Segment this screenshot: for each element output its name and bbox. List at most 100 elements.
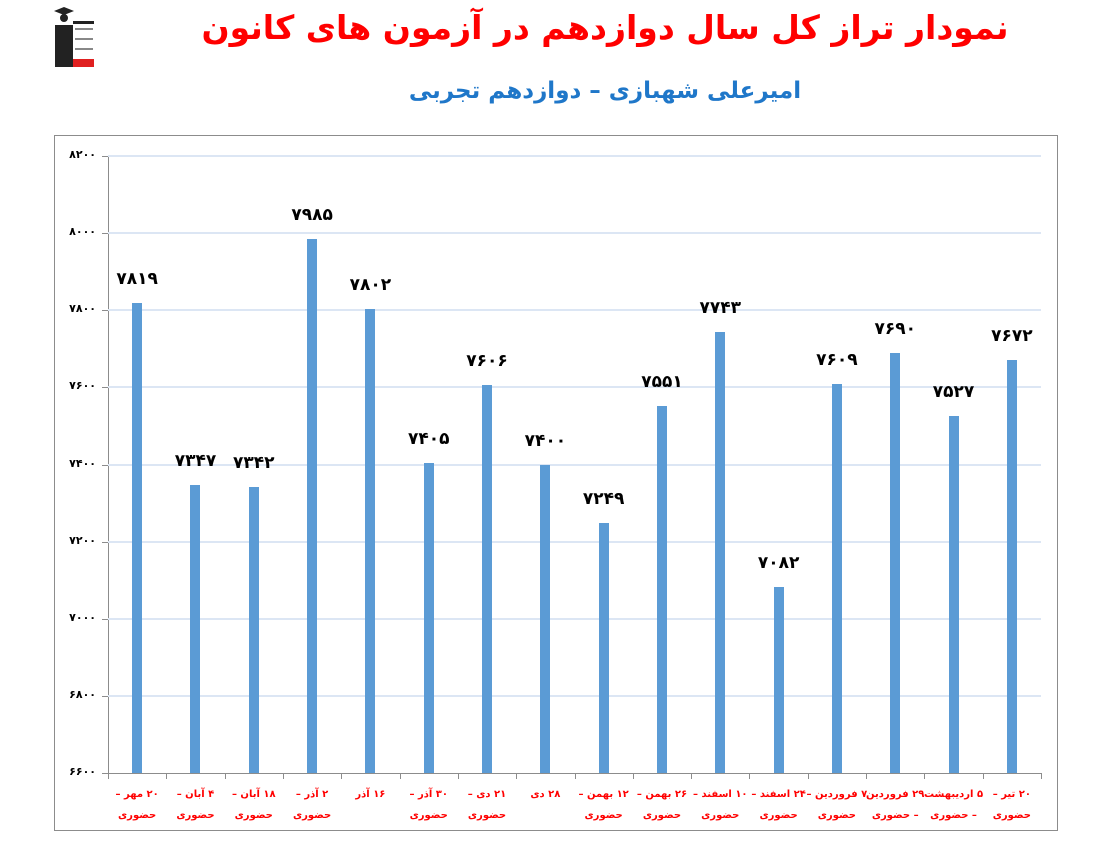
- x-category-label: ۲ آذر – حضوری: [277, 784, 347, 826]
- x-category-label-line: حضوری: [234, 810, 273, 821]
- gridline: [108, 155, 1041, 157]
- bar[interactable]: [190, 484, 201, 773]
- x-category-label-line: ۲۱ دی –: [467, 789, 507, 800]
- x-category-label: ۲۱ دی – حضوری: [452, 784, 522, 826]
- gridline: [108, 540, 1041, 543]
- y-tick: [102, 618, 108, 620]
- y-tick-label: ۷۲۰۰: [69, 533, 96, 547]
- bar[interactable]: [656, 406, 667, 773]
- data-label: ۷۶۷۲: [991, 325, 1033, 346]
- y-tick-label: ۶۶۰۰: [69, 765, 96, 778]
- x-category-label: ۴ آبان – حضوری: [160, 784, 230, 826]
- x-category-label-line: ۱۶ آذر: [355, 789, 386, 800]
- data-label: ۷۳۴۷: [174, 450, 217, 471]
- bar[interactable]: [831, 383, 842, 773]
- y-tick-label: ۷۰۰۰: [69, 610, 96, 624]
- x-category-label-line: ۲۹ فروردین: [866, 789, 925, 800]
- x-category-label-line: حضوری: [992, 810, 1031, 821]
- x-category-label: ۲۹ فروردین – حضوری: [860, 784, 930, 826]
- x-category-label-line: ۲۸ دی: [530, 789, 561, 800]
- data-label: ۷۰۸۲: [757, 553, 800, 574]
- x-tick: [982, 773, 984, 779]
- y-tick: [102, 773, 108, 774]
- bar[interactable]: [132, 302, 143, 773]
- x-category-label-line: ۵ اردیبهشت: [923, 789, 984, 800]
- x-category-label: ۲۴ اسفند – حضوری: [744, 784, 814, 826]
- x-category-label: ۱۸ آبان – حضوری: [219, 784, 289, 826]
- x-category-label-line: ۱۰ اسفند –: [693, 789, 748, 800]
- bar[interactable]: [365, 309, 376, 773]
- x-category-label-line: ۴ آبان –: [176, 789, 215, 800]
- x-category-label-line: حضوری: [292, 810, 332, 821]
- x-category-label-line: حضوری: [701, 810, 740, 821]
- gridline: [108, 463, 1041, 466]
- x-tick: [399, 773, 401, 779]
- x-tick: [516, 773, 518, 779]
- bar[interactable]: [482, 385, 493, 773]
- x-category-label-line: ۲۶ بهمن –: [636, 789, 688, 800]
- y-tick-label: ۸۰۰۰: [69, 225, 96, 239]
- kanoon-logo: [50, 5, 96, 69]
- bar[interactable]: [598, 522, 609, 773]
- chart-frame: [54, 135, 1058, 831]
- x-category-label-line: ۲۴ اسفند –: [751, 789, 806, 800]
- chart-subtitle: امیرعلی شهبازی – دوازدهم تجربی: [408, 78, 802, 104]
- y-tick-label: ۷۶۰۰: [69, 379, 96, 393]
- x-category-label-line: حضوری: [176, 810, 215, 821]
- x-tick: [108, 773, 109, 779]
- data-label: ۷۶۰۹: [816, 349, 858, 370]
- x-category-label-line: حضوری: [409, 810, 448, 821]
- bar[interactable]: [1006, 359, 1017, 773]
- x-category-label-line: حضوری: [817, 810, 857, 821]
- bar[interactable]: [423, 462, 434, 773]
- data-label: ۷۵۵۱: [641, 372, 683, 393]
- data-label: ۷۴۰۰: [524, 430, 567, 451]
- data-label: ۷۵۲۷: [932, 381, 975, 402]
- x-category-label-line: ۱۲ بهمن –: [578, 789, 629, 800]
- bar[interactable]: [248, 486, 259, 773]
- gridline: [108, 386, 1041, 389]
- x-category-label: ۱۲ بهمن – حضوری: [569, 784, 639, 826]
- data-label: ۷۹۸۵: [291, 204, 333, 225]
- data-label: ۷۸۰۲: [349, 275, 392, 296]
- x-tick: [691, 773, 693, 779]
- x-category-label: ۲۰ تیر – حضوری: [977, 784, 1047, 826]
- x-tick: [574, 773, 576, 779]
- x-tick: [1041, 773, 1042, 779]
- y-tick-label: ۷۸۰۰: [69, 302, 96, 316]
- x-category-label-line: ۳۰ آذر –: [409, 789, 448, 800]
- y-tick: [102, 695, 108, 697]
- x-tick: [166, 773, 168, 779]
- y-tick: [102, 387, 108, 389]
- x-tick: [749, 773, 751, 779]
- x-category-label: ۱۶ آذر: [335, 784, 405, 826]
- bar[interactable]: [307, 238, 318, 773]
- data-label: ۷۶۹۰: [874, 318, 916, 339]
- x-category-label: ۷ فروردین – حضوری: [802, 784, 872, 826]
- y-tick: [102, 541, 108, 543]
- x-category-label-line: ۲۰ مهر –: [115, 789, 159, 800]
- gridline: [108, 309, 1041, 312]
- x-category-label-line: ۷ فروردین –: [806, 789, 868, 800]
- x-tick: [924, 773, 926, 779]
- bar[interactable]: [890, 352, 901, 773]
- x-category-label-line: – حضوری: [871, 810, 919, 821]
- gridline: [108, 694, 1041, 697]
- x-category-label-line: حضوری: [467, 810, 507, 821]
- bar[interactable]: [540, 464, 551, 773]
- y-tick: [102, 233, 108, 235]
- bar[interactable]: [773, 587, 784, 773]
- gridline: [108, 232, 1041, 235]
- x-tick: [807, 773, 809, 779]
- bar[interactable]: [948, 415, 959, 773]
- y-tick-label: ۷۴۰۰: [69, 456, 96, 470]
- data-label: ۷۲۴۹: [582, 488, 625, 509]
- bar[interactable]: [715, 332, 726, 773]
- x-category-label-line: – حضوری: [930, 810, 977, 821]
- x-category-label: ۲۸ دی: [510, 784, 580, 826]
- x-tick: [341, 773, 343, 779]
- data-label: ۷۷۴۳: [699, 298, 742, 319]
- graduate-logo-icon: [50, 5, 96, 69]
- x-category-label-line: حضوری: [642, 810, 682, 821]
- y-tick: [102, 464, 108, 466]
